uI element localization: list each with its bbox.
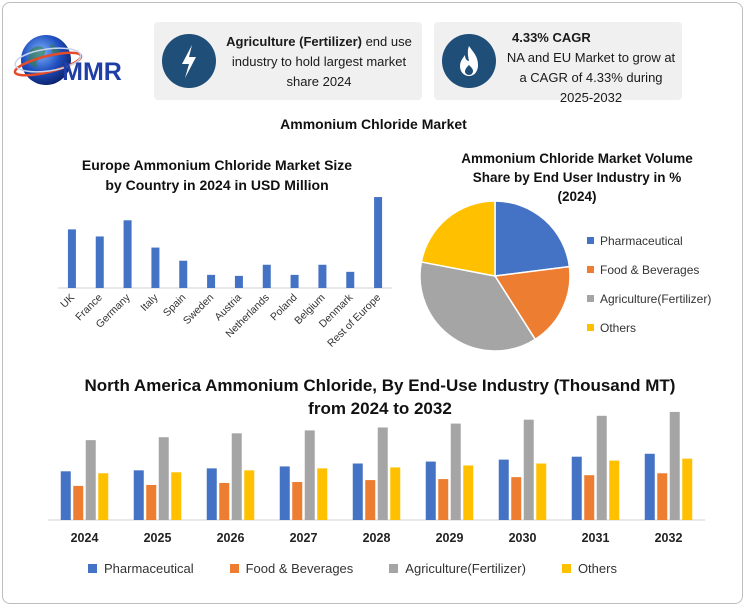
legend-swatch bbox=[229, 564, 239, 573]
tick-label: UK bbox=[58, 292, 77, 311]
bar-italy bbox=[151, 247, 160, 288]
bar-sweden bbox=[207, 274, 216, 288]
bar-rest-of-europe bbox=[374, 197, 383, 288]
legend-swatch bbox=[587, 295, 594, 302]
legend-item-agriculture: Agriculture(Fertilizer) bbox=[587, 284, 711, 313]
legend-swatch bbox=[88, 564, 97, 573]
flame-icon bbox=[442, 34, 496, 88]
card-agriculture-text: Agriculture (Fertilizer) end use industr… bbox=[226, 34, 412, 89]
legend-swatch bbox=[587, 324, 594, 331]
north-america-chart-title: North America Ammonium Chloride, By End-… bbox=[84, 376, 676, 418]
legend-item-food-beverages: Food & Beverages bbox=[587, 255, 711, 284]
bar-uk bbox=[67, 229, 76, 288]
legend-item-others: Others bbox=[587, 313, 711, 342]
legend-item-others: Others bbox=[561, 561, 617, 576]
legend-swatch bbox=[389, 564, 399, 573]
legend-swatch bbox=[587, 266, 594, 273]
bar-netherlands bbox=[262, 264, 271, 288]
bar-poland bbox=[290, 274, 299, 288]
card-cagr-text: 4.33% CAGR NA and EU Market to grow at a… bbox=[506, 30, 676, 105]
legend-swatch bbox=[561, 564, 571, 573]
bar-denmark bbox=[346, 271, 355, 288]
bar-spain bbox=[179, 260, 188, 288]
legend-item-pharmaceutical: Pharmaceutical bbox=[587, 226, 711, 255]
legend-swatch bbox=[587, 237, 594, 244]
legend-item-pharmaceutical: Pharmaceutical bbox=[88, 561, 194, 576]
page-title: Ammonium Chloride Market bbox=[280, 116, 467, 132]
bar-germany bbox=[123, 220, 132, 288]
tick-label: Italy bbox=[138, 291, 161, 314]
bar-france bbox=[95, 236, 104, 288]
legend-item-food-beverages: Food & Beverages bbox=[229, 561, 353, 576]
logo-text: MMR bbox=[62, 58, 122, 86]
pie-chart-title: Ammonium Chloride Market Volume Share by… bbox=[461, 151, 693, 204]
bar-austria bbox=[234, 275, 243, 288]
highlight-card-cagr: 4.33% CAGR NA and EU Market to grow at a… bbox=[434, 22, 682, 105]
legend-item-agriculture: Agriculture(Fertilizer) bbox=[389, 561, 526, 576]
bar-belgium bbox=[318, 264, 327, 288]
globe-icon bbox=[13, 35, 83, 85]
highlight-card-agriculture: Agriculture (Fertilizer) end use industr… bbox=[154, 22, 422, 100]
north-america-legend: Pharmaceutical Food & Beverages Agricult… bbox=[88, 561, 653, 576]
pie-legend: Pharmaceutical Food & Beverages Agricult… bbox=[587, 226, 711, 342]
mmr-logo: MMR bbox=[12, 30, 152, 92]
lightning-bolt-icon bbox=[162, 34, 216, 88]
europe-chart-title: Europe Ammonium Chloride Market Size by … bbox=[81, 157, 353, 193]
tick-label: Sweden bbox=[181, 292, 216, 327]
